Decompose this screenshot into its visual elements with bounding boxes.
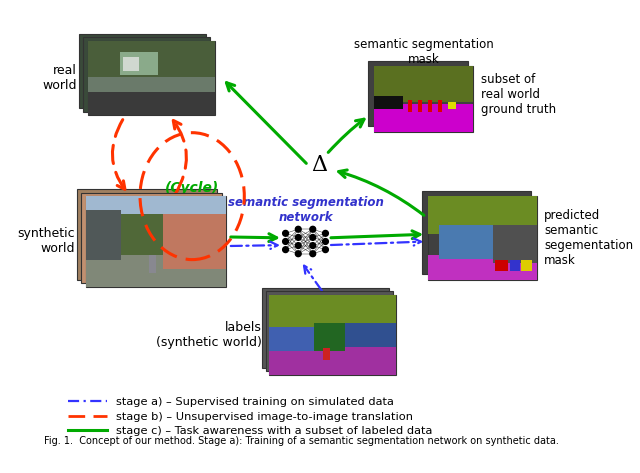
Bar [269,347,396,375]
Bar [269,327,314,351]
Bar [121,214,163,255]
Bar [495,260,508,271]
Circle shape [295,235,301,240]
Bar [86,196,226,287]
Bar [509,260,520,271]
Bar [493,225,537,263]
Bar [374,96,403,109]
Bar [408,100,412,112]
Bar [422,191,531,274]
Bar [88,41,215,82]
Bar [428,196,537,234]
Circle shape [310,227,316,232]
Circle shape [310,251,316,257]
Text: subset of
real world
ground truth: subset of real world ground truth [481,73,556,116]
Text: Fig. 1.  Concept of our method. Stage a): Training of a semantic segmentation ne: Fig. 1. Concept of our method. Stage a):… [44,436,559,446]
Text: Δ: Δ [311,154,327,176]
Text: (Cycle)
GAN: (Cycle) GAN [165,181,220,211]
Bar [88,77,215,92]
Text: semantic segmentation
mask: semantic segmentation mask [353,38,493,66]
Bar [368,61,468,126]
Text: real
world: real world [42,64,77,92]
Bar [86,232,226,255]
Bar [428,100,433,112]
Bar [86,210,121,260]
Circle shape [295,251,301,257]
Bar [88,41,215,115]
Bar [79,34,206,108]
Text: semantic segmentation
network: semantic segmentation network [228,196,383,224]
Bar [86,251,226,287]
Circle shape [323,247,328,253]
Bar [269,295,396,335]
Circle shape [310,243,316,248]
Bar [374,67,473,132]
Bar [266,291,392,371]
Bar [323,348,330,360]
Bar [314,323,346,351]
Circle shape [310,235,316,240]
Bar [83,37,211,112]
Bar [419,100,422,112]
Bar [428,254,537,280]
Bar [448,102,456,109]
Circle shape [323,230,328,236]
Circle shape [283,247,289,253]
Bar [77,189,217,280]
Text: labels
(synthetic world): labels (synthetic world) [156,321,262,349]
Circle shape [283,230,289,236]
Bar [124,57,139,71]
Bar [120,52,157,75]
Text: predicted
semantic
segementation
mask: predicted semantic segementation mask [544,209,633,267]
Bar [346,323,396,347]
Bar [439,225,493,259]
Text: synthetic
world: synthetic world [17,228,75,255]
Bar [81,193,221,283]
Circle shape [323,238,328,245]
Bar [88,89,215,115]
Bar [522,260,532,271]
Bar [262,288,389,368]
Circle shape [283,238,289,245]
Bar [149,255,156,273]
Bar [374,105,473,132]
Circle shape [295,243,301,248]
Circle shape [295,227,301,232]
Bar [374,67,473,102]
Legend: stage a) – Supervised training on simulated data, stage b) – Unsupervised image-: stage a) – Supervised training on simula… [63,393,437,441]
Bar [163,214,226,269]
Bar [428,196,537,280]
Bar [269,295,396,375]
Bar [86,196,226,237]
Bar [438,100,442,112]
